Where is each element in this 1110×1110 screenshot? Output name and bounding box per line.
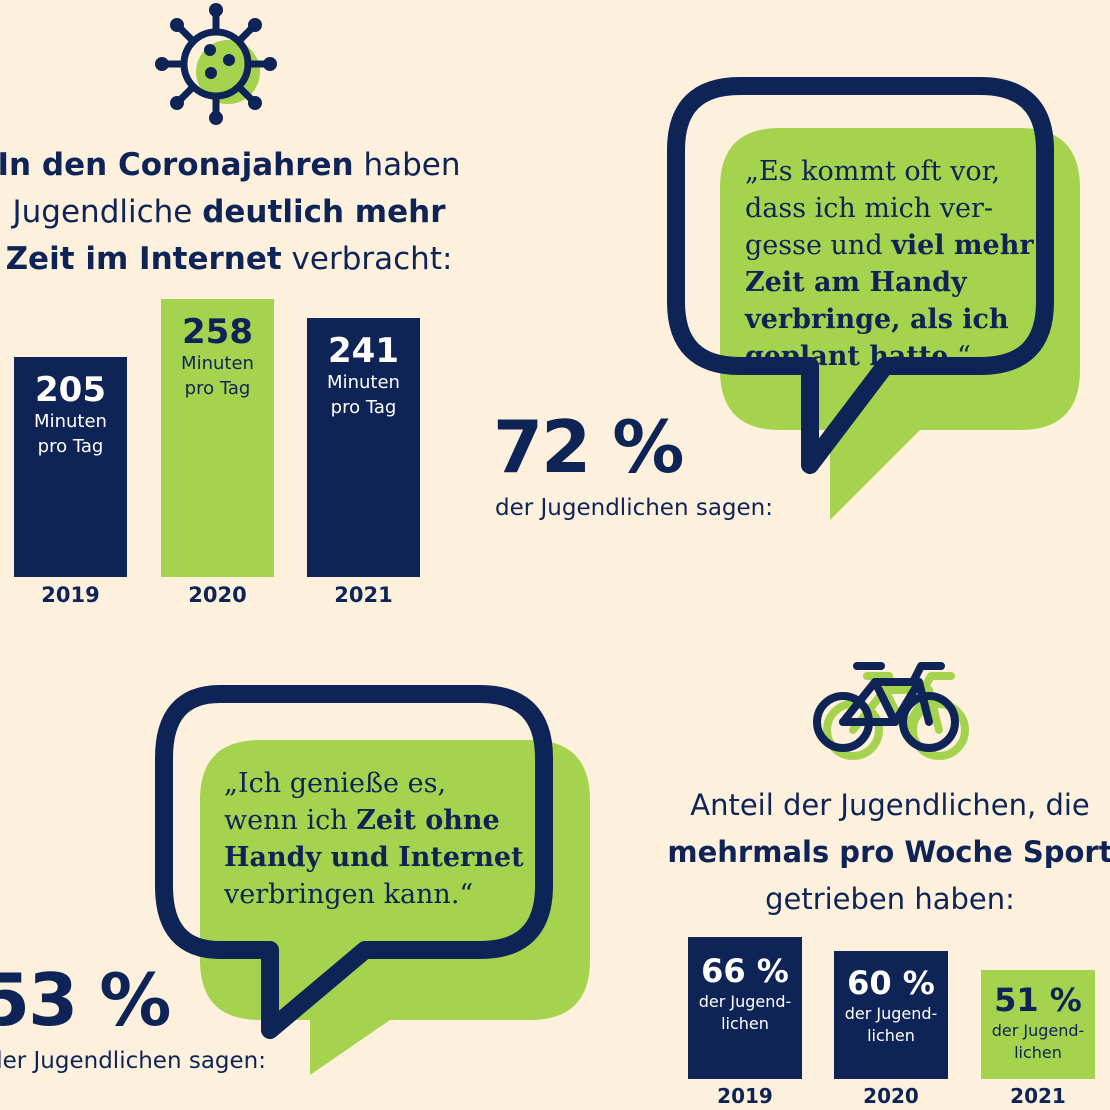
bar-unit: Minuten bbox=[34, 411, 107, 432]
bar-unit: Minuten bbox=[327, 372, 400, 393]
bar-value: 258 bbox=[182, 312, 253, 352]
heading-part: Anteil der Jugendlichen, die bbox=[690, 788, 1090, 822]
virus-icon bbox=[155, 3, 277, 125]
quote-part: Zeit ohne bbox=[356, 805, 500, 836]
quote-part: gesse und bbox=[745, 230, 892, 261]
heading-part: deutlich mehr bbox=[202, 194, 446, 230]
quote-part: .“ bbox=[948, 341, 971, 372]
bar-unit: der Jugend- bbox=[991, 1021, 1085, 1040]
bar-unit: pro Tag bbox=[37, 436, 104, 457]
category-label: 2021 bbox=[1010, 1084, 1066, 1108]
bar-unit: pro Tag bbox=[184, 378, 251, 399]
quote-2-caption: der Jugendlichen sagen: bbox=[0, 1048, 266, 1074]
quote-part: verbringe, als ich bbox=[745, 304, 1009, 335]
quote-part: „Es kommt oft vor, bbox=[745, 156, 1001, 187]
bar-value: 241 bbox=[328, 331, 399, 371]
quote-part: dass ich mich ver- bbox=[745, 193, 993, 224]
quote-1-text: „Es kommt oft vor, dass ich mich ver- ge… bbox=[745, 153, 1065, 375]
bar-value: 205 bbox=[35, 370, 106, 410]
bar-2021: 51 % der Jugend- lichen bbox=[981, 970, 1095, 1079]
quote-part: Zeit am Handy bbox=[745, 267, 967, 298]
bar-2021: 241 Minuten pro Tag bbox=[307, 318, 420, 577]
category-label: 2021 bbox=[334, 583, 393, 607]
bar-value: 60 % bbox=[847, 964, 935, 1002]
bicycle-icon bbox=[813, 662, 969, 760]
category-label: 2019 bbox=[717, 1084, 773, 1108]
bar-unit: lichen bbox=[867, 1026, 915, 1045]
heading-part: mehrmals pro Woche Sport bbox=[667, 835, 1110, 869]
category-label: 2020 bbox=[863, 1084, 919, 1108]
internet-heading: In den Coronajahren haben Jugendliche de… bbox=[0, 142, 464, 283]
bar-value: 51 % bbox=[994, 981, 1082, 1019]
percent-72: 72 % bbox=[493, 405, 684, 489]
bar-2019: 66 % der Jugend- lichen bbox=[688, 937, 802, 1079]
heading-part: Jugendliche bbox=[12, 194, 203, 230]
quote-part: verbringen kann.“ bbox=[224, 879, 474, 910]
bar-2020: 60 % der Jugend- lichen bbox=[834, 951, 948, 1079]
percent-53: 53 % bbox=[0, 958, 171, 1042]
quote-part: geplant hatte bbox=[745, 341, 949, 372]
bar-2020: 258 Minuten pro Tag bbox=[161, 299, 274, 577]
bar-unit: Minuten bbox=[181, 353, 254, 374]
heading-part: verbracht: bbox=[281, 241, 453, 277]
speech-bubble-2 bbox=[155, 685, 590, 1075]
quote-part: „Ich genieße es, bbox=[224, 768, 447, 799]
bar-unit: lichen bbox=[1014, 1043, 1062, 1062]
quote-2-text: „Ich genieße es, wenn ich Zeit ohne Hand… bbox=[224, 765, 584, 913]
heading-part: Zeit im Internet bbox=[5, 241, 282, 277]
heading-part: haben bbox=[353, 147, 461, 183]
bar-unit: lichen bbox=[721, 1014, 769, 1033]
bar-unit: der Jugend- bbox=[698, 992, 792, 1011]
quote-part: viel mehr bbox=[891, 230, 1034, 261]
heading-part: In den Coronajahren bbox=[0, 147, 354, 183]
speech-bubble-1 bbox=[667, 77, 1080, 520]
quote-1-caption: der Jugendlichen sagen: bbox=[495, 495, 773, 521]
bar-2019: 205 Minuten pro Tag bbox=[14, 357, 127, 577]
sport-heading: Anteil der Jugendlichen, die mehrmals pr… bbox=[640, 782, 1110, 923]
bar-unit: pro Tag bbox=[330, 397, 397, 418]
heading-part: getrieben haben: bbox=[765, 882, 1015, 916]
quote-part: wenn ich bbox=[224, 805, 357, 836]
category-label: 2020 bbox=[188, 583, 247, 607]
bar-value: 66 % bbox=[701, 952, 789, 990]
quote-part: Handy und Internet bbox=[224, 842, 524, 873]
category-label: 2019 bbox=[41, 583, 100, 607]
bar-unit: der Jugend- bbox=[844, 1004, 938, 1023]
